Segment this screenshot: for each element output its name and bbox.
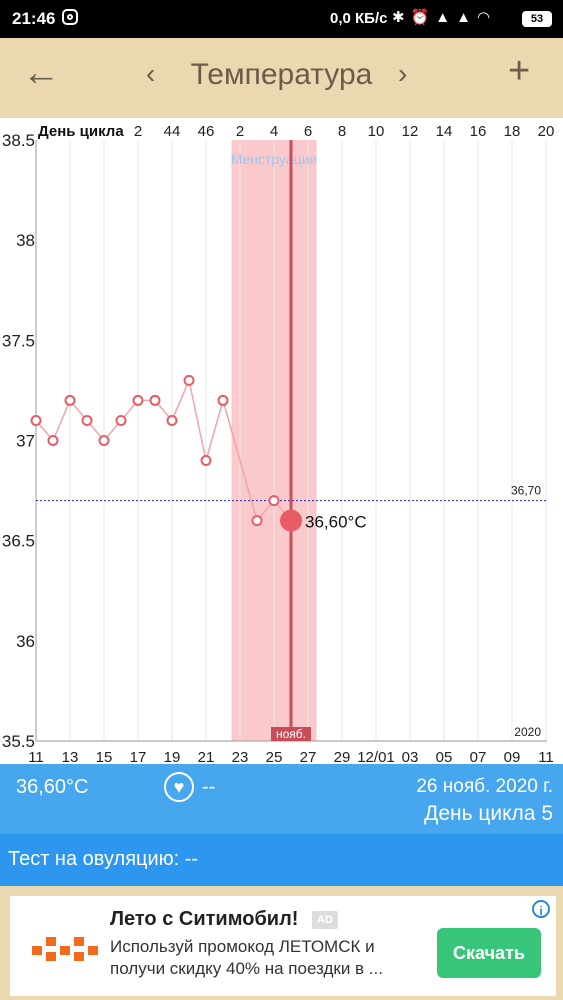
temperature-point bbox=[149, 394, 161, 406]
cycle-day-tick: 20 bbox=[538, 123, 555, 140]
heart-icon[interactable]: ♥ bbox=[164, 772, 194, 802]
date-tick: 11 bbox=[538, 749, 554, 764]
selected-date: 26 нояб. 2020 г. bbox=[416, 776, 553, 797]
network-speed: 0,0 КБ/с bbox=[330, 10, 388, 27]
cycle-day-tick: 44 bbox=[164, 123, 181, 140]
cursor-month-badge bbox=[271, 727, 311, 741]
date-tick: 05 bbox=[436, 749, 453, 764]
date-tick: 29 bbox=[334, 749, 351, 764]
y-tick-label: 38.5 bbox=[2, 131, 35, 150]
ad-body: Используй промокод ЛЕТОМСК и получи скид… bbox=[110, 937, 383, 978]
status-icons: ✱⏰▲▲◠ bbox=[392, 8, 496, 26]
selected-point-label: 36,60°C bbox=[305, 513, 367, 532]
cycle-day-tick: 4 bbox=[270, 123, 278, 140]
instagram-icon bbox=[62, 9, 78, 25]
ovulation-test-text: Тест на овуляцию: -- bbox=[8, 848, 199, 870]
period-band-label: Менструации bbox=[231, 151, 318, 167]
signal-icon: ▲ bbox=[435, 9, 457, 26]
cycle-day-tick: 2 bbox=[134, 123, 142, 140]
y-tick-label: 36 bbox=[16, 632, 35, 651]
ad-container: Лето с Ситимобил! AD Используй промокод … bbox=[0, 886, 563, 1000]
year-label: 2020 bbox=[514, 725, 541, 739]
temperature-point bbox=[268, 495, 280, 507]
date-tick: 19 bbox=[164, 749, 181, 764]
ovulation-test-bar[interactable]: Тест на овуляцию: -- bbox=[0, 834, 563, 886]
ad-banner[interactable]: Лето с Ситимобил! AD Используй промокод … bbox=[10, 896, 556, 996]
selected-temperature: 36,60°C bbox=[16, 776, 89, 798]
temperature-point bbox=[217, 394, 229, 406]
y-tick-label: 37 bbox=[16, 432, 35, 451]
temperature-point bbox=[81, 414, 93, 426]
temperature-point bbox=[115, 414, 127, 426]
date-tick: 27 bbox=[300, 749, 317, 764]
coverline-label: 36,70 bbox=[511, 484, 541, 498]
chevron-right-icon[interactable]: › bbox=[398, 58, 408, 89]
cycle-day-tick: 6 bbox=[304, 123, 312, 140]
cycle-day: День цикла 5 bbox=[424, 802, 553, 825]
info-icon[interactable]: i bbox=[532, 900, 550, 918]
date-tick: 09 bbox=[504, 749, 521, 764]
temperature-point bbox=[183, 374, 195, 386]
date-tick: 03 bbox=[402, 749, 419, 764]
temperature-point bbox=[47, 435, 59, 446]
arrow-left-icon[interactable]: ← bbox=[22, 52, 60, 94]
cycle-day-tick: 18 bbox=[504, 123, 521, 140]
signal-icon: ▲ bbox=[456, 9, 477, 26]
y-tick-label: 37.5 bbox=[2, 331, 35, 350]
temperature-point bbox=[64, 394, 76, 406]
temperature-point bbox=[30, 414, 42, 426]
info-bar: 36,60°C ♥ -- 26 нояб. 2020 г. День цикла… bbox=[0, 764, 563, 834]
cursor-month-label: нояб. bbox=[276, 727, 306, 741]
temperature-point bbox=[132, 394, 144, 406]
date-tick: 23 bbox=[232, 749, 249, 764]
battery-indicator: 53 bbox=[522, 11, 552, 27]
date-tick: 07 bbox=[470, 749, 487, 764]
cycle-day-label: День цикла bbox=[38, 123, 124, 140]
temperature-point bbox=[200, 455, 212, 467]
date-tick: 13 bbox=[62, 749, 79, 764]
date-tick: 17 bbox=[130, 749, 147, 764]
cycle-day-tick: 8 bbox=[338, 123, 346, 140]
taxi-logo-icon bbox=[32, 937, 98, 961]
date-tick: 12/01 bbox=[357, 749, 395, 764]
cycle-day-tick: 2 bbox=[236, 123, 244, 140]
ad-badge: AD bbox=[312, 911, 338, 929]
cycle-day-tick: 14 bbox=[436, 123, 453, 140]
status-time: 21:46 bbox=[12, 9, 56, 28]
plus-icon[interactable]: + bbox=[508, 50, 531, 92]
date-tick: 21 bbox=[198, 749, 215, 764]
cycle-day-tick: 10 bbox=[368, 123, 385, 140]
status-bar: 21:46 0,0 КБ/с ✱⏰▲▲◠ 53 bbox=[0, 0, 563, 38]
date-tick: 25 bbox=[266, 749, 283, 764]
cycle-day-tick: 46 bbox=[198, 123, 215, 140]
temperature-point bbox=[98, 435, 110, 446]
selected-point bbox=[280, 509, 302, 532]
date-tick: 11 bbox=[28, 749, 44, 764]
ad-headline: Лето с Ситимобил! bbox=[110, 908, 299, 930]
temperature-point bbox=[166, 414, 178, 426]
chevron-left-icon[interactable]: ‹ bbox=[146, 58, 156, 89]
y-tick-label: 35.5 bbox=[2, 732, 35, 751]
alarm-icon: ⏰ bbox=[410, 9, 436, 26]
temperature-point bbox=[251, 515, 263, 527]
wifi-icon: ◠ bbox=[476, 9, 497, 26]
app-toolbar: ← Температура ‹ › + bbox=[0, 38, 563, 120]
ad-download-button[interactable]: Скачать bbox=[437, 928, 541, 978]
cycle-day-tick: 16 bbox=[470, 123, 487, 140]
heart-value: -- bbox=[202, 776, 216, 798]
date-tick: 15 bbox=[96, 749, 113, 764]
bluetooth-icon: ✱ bbox=[392, 9, 411, 26]
y-tick-label: 38 bbox=[16, 231, 35, 250]
y-tick-label: 36.5 bbox=[2, 532, 35, 551]
page-title: Температура bbox=[190, 58, 373, 91]
cycle-day-tick: 12 bbox=[402, 123, 419, 140]
